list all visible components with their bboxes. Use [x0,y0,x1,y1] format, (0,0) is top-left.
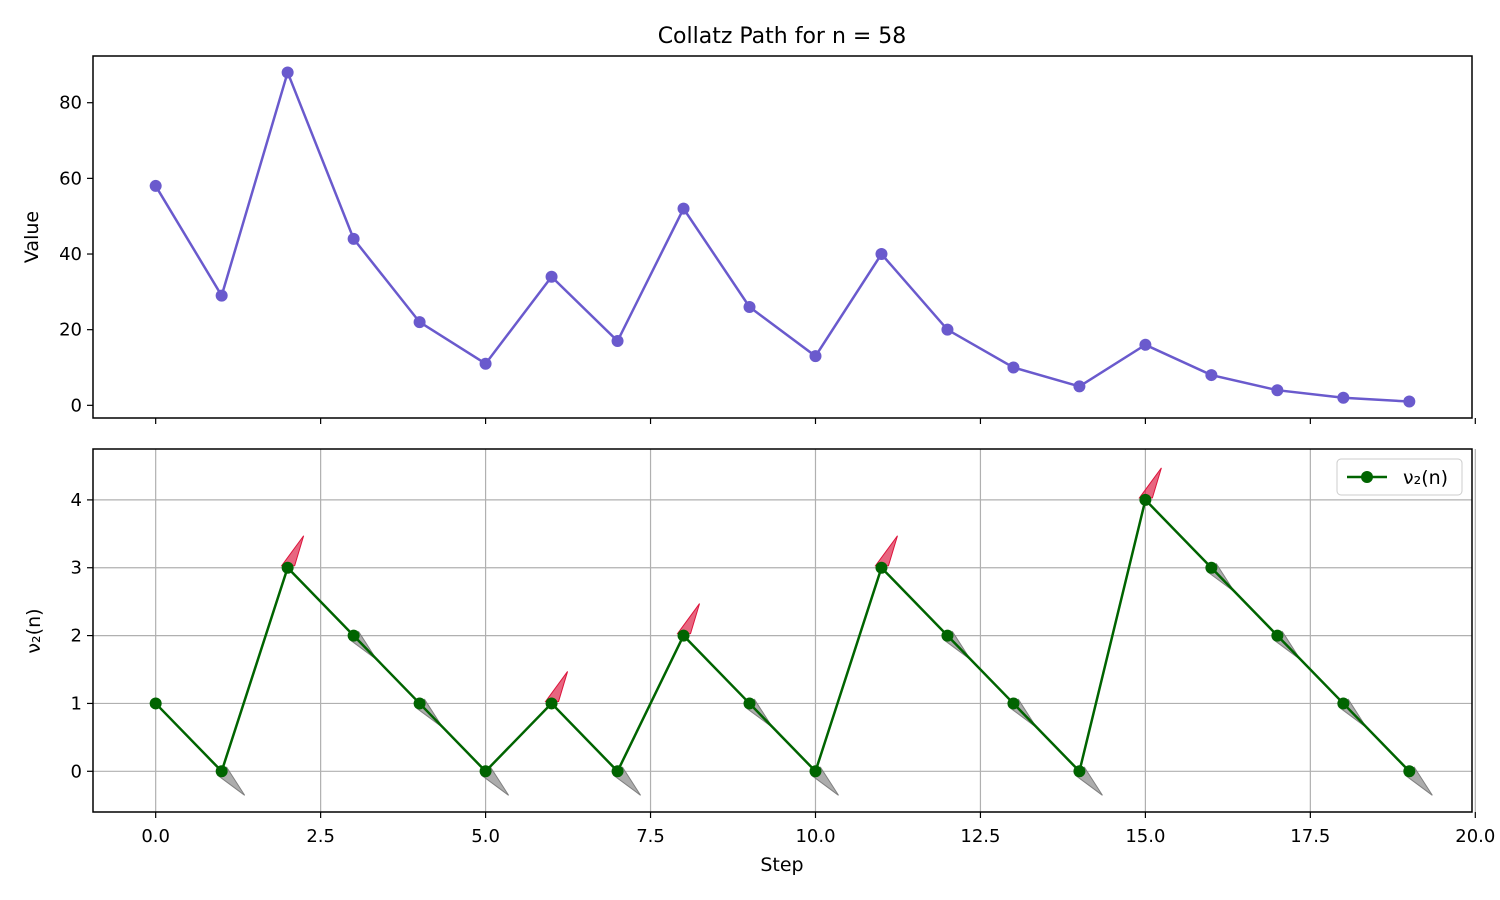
v2-point [1337,697,1350,710]
legend-box [1336,458,1463,496]
v2-xtick-label: 20.0 [1455,826,1495,847]
value-point [743,300,756,313]
v2-point [941,629,954,642]
v2-point [1139,493,1152,506]
v2-xtick-label: 0.0 [141,826,170,847]
value-point [1403,395,1416,408]
value-point [1139,338,1152,351]
v2-xtick-label: 2.5 [306,826,335,847]
v2-ylabel: ν₂(n) [23,608,45,653]
value-point [1337,391,1350,404]
value-ytick-label: 80 [59,93,82,114]
v2-point [1007,697,1020,710]
value-point [611,335,624,348]
value-point [1205,369,1218,382]
v2-xtick-label: 7.5 [636,826,665,847]
value-series-line [154,68,1410,403]
value-point [875,248,888,261]
v2-ticks: 0 1 2 3 4 0.0 2.5 5.0 7.5 10.0 12.5 15.0 17.5 20.0 [71,490,1496,847]
value-series [149,66,1416,408]
v2-point [809,765,822,778]
v2-series [149,493,1416,778]
legend-marker [1361,471,1373,483]
value-point [1007,361,1020,374]
v2-grid [93,449,1476,812]
v2-point [743,697,756,710]
v2-point [413,697,426,710]
v2-point [611,765,624,778]
value-ytick-label: 60 [59,168,82,189]
v2-point [545,697,558,710]
value-ytick-label: 20 [59,320,82,341]
v2-point [1403,765,1416,778]
v2-xtick-label: 10.0 [795,826,835,847]
value-point [281,66,294,79]
value-point [149,179,162,192]
v2-point [479,765,492,778]
value-axes-frame [92,55,1473,419]
v2-point [1271,629,1284,642]
v2-axes-frame [92,448,1473,813]
v2-ytick-label: 3 [71,558,82,579]
v2-ytick-label: 0 [71,761,82,782]
v2-xtick-label: 12.5 [960,826,1000,847]
value-ylabel: Value [21,211,43,263]
v2-axes: 0 1 2 3 4 0.0 2.5 5.0 7.5 10.0 12.5 15.0 17.5 20.0 ν₂… [23,448,1496,876]
v2-point [215,765,228,778]
value-point [479,357,492,370]
value-ytick-label: 0 [71,395,82,416]
v2-series-line [154,497,1411,774]
v2-point [347,629,360,642]
value-point [413,316,426,329]
value-point [1271,384,1284,397]
v2-xlabel: Step [760,854,803,876]
value-axes: 0 20 40 60 80 Value [21,55,1476,424]
v2-ytick-label: 1 [71,693,82,714]
legend: ν₂(n) [1336,458,1463,496]
v2-xtick-label: 5.0 [471,826,500,847]
value-point [545,270,558,283]
v2-point [677,629,690,642]
value-point [941,323,954,336]
legend-label: ν₂(n) [1403,467,1448,489]
value-point [1073,380,1086,393]
v2-xtick-label: 17.5 [1290,826,1330,847]
v2-point [149,697,162,710]
v2-ytick-label: 2 [71,626,82,647]
v2-point [281,561,294,574]
figure-title: Collatz Path for n = 58 [658,24,907,49]
value-ticks: 0 20 40 60 80 [59,93,1476,424]
v2-xtick-label: 15.0 [1125,826,1165,847]
v2-point [1205,561,1218,574]
value-point [347,232,360,245]
v2-point [1073,765,1086,778]
value-point [809,350,822,363]
value-point [677,202,690,215]
value-point [215,289,228,302]
v2-point [875,561,888,574]
value-ytick-label: 40 [59,244,82,265]
v2-ytick-label: 4 [71,490,82,511]
